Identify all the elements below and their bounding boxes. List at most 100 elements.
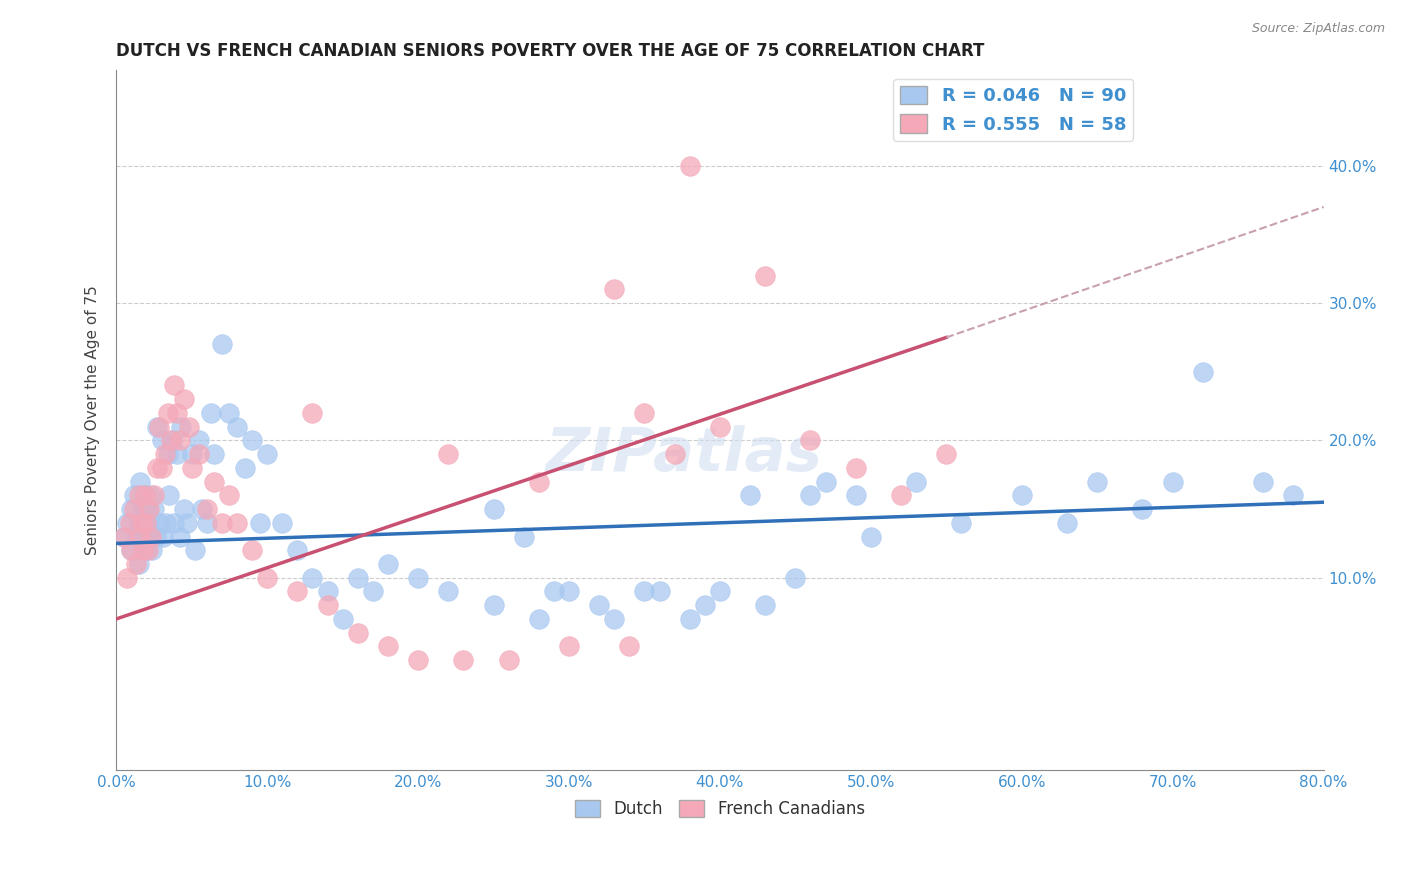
Point bbox=[799, 434, 821, 448]
Point bbox=[138, 502, 160, 516]
Point bbox=[132, 543, 155, 558]
Point bbox=[950, 516, 973, 530]
Point bbox=[664, 447, 686, 461]
Point bbox=[603, 612, 626, 626]
Point bbox=[633, 406, 655, 420]
Point bbox=[128, 488, 150, 502]
Point bbox=[153, 447, 176, 461]
Point bbox=[148, 419, 170, 434]
Point bbox=[138, 530, 160, 544]
Point bbox=[256, 571, 278, 585]
Point bbox=[332, 612, 354, 626]
Point bbox=[124, 488, 146, 502]
Point bbox=[125, 530, 148, 544]
Y-axis label: Seniors Poverty Over the Age of 75: Seniors Poverty Over the Age of 75 bbox=[86, 285, 100, 555]
Point bbox=[173, 392, 195, 407]
Point bbox=[1282, 488, 1305, 502]
Point bbox=[558, 640, 581, 654]
Point bbox=[200, 406, 222, 420]
Point bbox=[285, 584, 308, 599]
Point bbox=[693, 598, 716, 612]
Point bbox=[603, 282, 626, 296]
Point bbox=[146, 419, 169, 434]
Point bbox=[740, 488, 762, 502]
Point bbox=[890, 488, 912, 502]
Point bbox=[437, 447, 460, 461]
Point bbox=[301, 571, 323, 585]
Point bbox=[905, 475, 928, 489]
Point bbox=[156, 406, 179, 420]
Point bbox=[120, 543, 142, 558]
Point bbox=[132, 543, 155, 558]
Point bbox=[143, 488, 166, 502]
Point bbox=[145, 530, 167, 544]
Point bbox=[513, 530, 536, 544]
Point bbox=[180, 447, 202, 461]
Point bbox=[125, 557, 148, 571]
Text: DUTCH VS FRENCH CANADIAN SENIORS POVERTY OVER THE AGE OF 75 CORRELATION CHART: DUTCH VS FRENCH CANADIAN SENIORS POVERTY… bbox=[117, 42, 984, 60]
Point bbox=[156, 447, 179, 461]
Point bbox=[1161, 475, 1184, 489]
Point bbox=[188, 434, 211, 448]
Point bbox=[115, 516, 138, 530]
Point bbox=[527, 475, 550, 489]
Point bbox=[377, 557, 399, 571]
Point bbox=[406, 571, 429, 585]
Point bbox=[845, 461, 868, 475]
Point bbox=[162, 378, 184, 392]
Point bbox=[271, 516, 294, 530]
Point bbox=[138, 516, 160, 530]
Text: ZIPatlas: ZIPatlas bbox=[546, 425, 823, 484]
Point bbox=[128, 557, 150, 571]
Point bbox=[233, 461, 256, 475]
Point bbox=[218, 406, 240, 420]
Point bbox=[453, 653, 475, 667]
Point bbox=[146, 461, 169, 475]
Point bbox=[150, 434, 173, 448]
Point bbox=[135, 516, 157, 530]
Point bbox=[346, 625, 368, 640]
Point bbox=[316, 598, 339, 612]
Point bbox=[1011, 488, 1033, 502]
Point bbox=[361, 584, 384, 599]
Point bbox=[935, 447, 957, 461]
Point bbox=[177, 419, 200, 434]
Point bbox=[709, 419, 731, 434]
Point bbox=[1251, 475, 1274, 489]
Point bbox=[132, 502, 155, 516]
Point bbox=[141, 543, 163, 558]
Point bbox=[226, 516, 249, 530]
Point bbox=[1085, 475, 1108, 489]
Point bbox=[131, 516, 153, 530]
Point bbox=[112, 530, 135, 544]
Point bbox=[166, 406, 188, 420]
Point bbox=[173, 502, 195, 516]
Point bbox=[150, 461, 173, 475]
Legend: Dutch, French Canadians: Dutch, French Canadians bbox=[568, 793, 872, 825]
Point bbox=[859, 530, 882, 544]
Point bbox=[139, 488, 162, 502]
Point bbox=[124, 502, 146, 516]
Point bbox=[160, 434, 183, 448]
Point bbox=[633, 584, 655, 599]
Point bbox=[169, 530, 191, 544]
Point bbox=[1192, 365, 1215, 379]
Point bbox=[157, 488, 180, 502]
Point bbox=[498, 653, 520, 667]
Text: Source: ZipAtlas.com: Source: ZipAtlas.com bbox=[1251, 22, 1385, 36]
Point bbox=[184, 543, 207, 558]
Point bbox=[152, 530, 174, 544]
Point bbox=[437, 584, 460, 599]
Point bbox=[139, 530, 162, 544]
Point bbox=[754, 268, 776, 283]
Point bbox=[482, 502, 505, 516]
Point bbox=[679, 159, 702, 173]
Point bbox=[285, 543, 308, 558]
Point bbox=[162, 516, 184, 530]
Point bbox=[226, 419, 249, 434]
Point bbox=[482, 598, 505, 612]
Point bbox=[195, 502, 218, 516]
Point bbox=[249, 516, 271, 530]
Point bbox=[346, 571, 368, 585]
Point bbox=[754, 598, 776, 612]
